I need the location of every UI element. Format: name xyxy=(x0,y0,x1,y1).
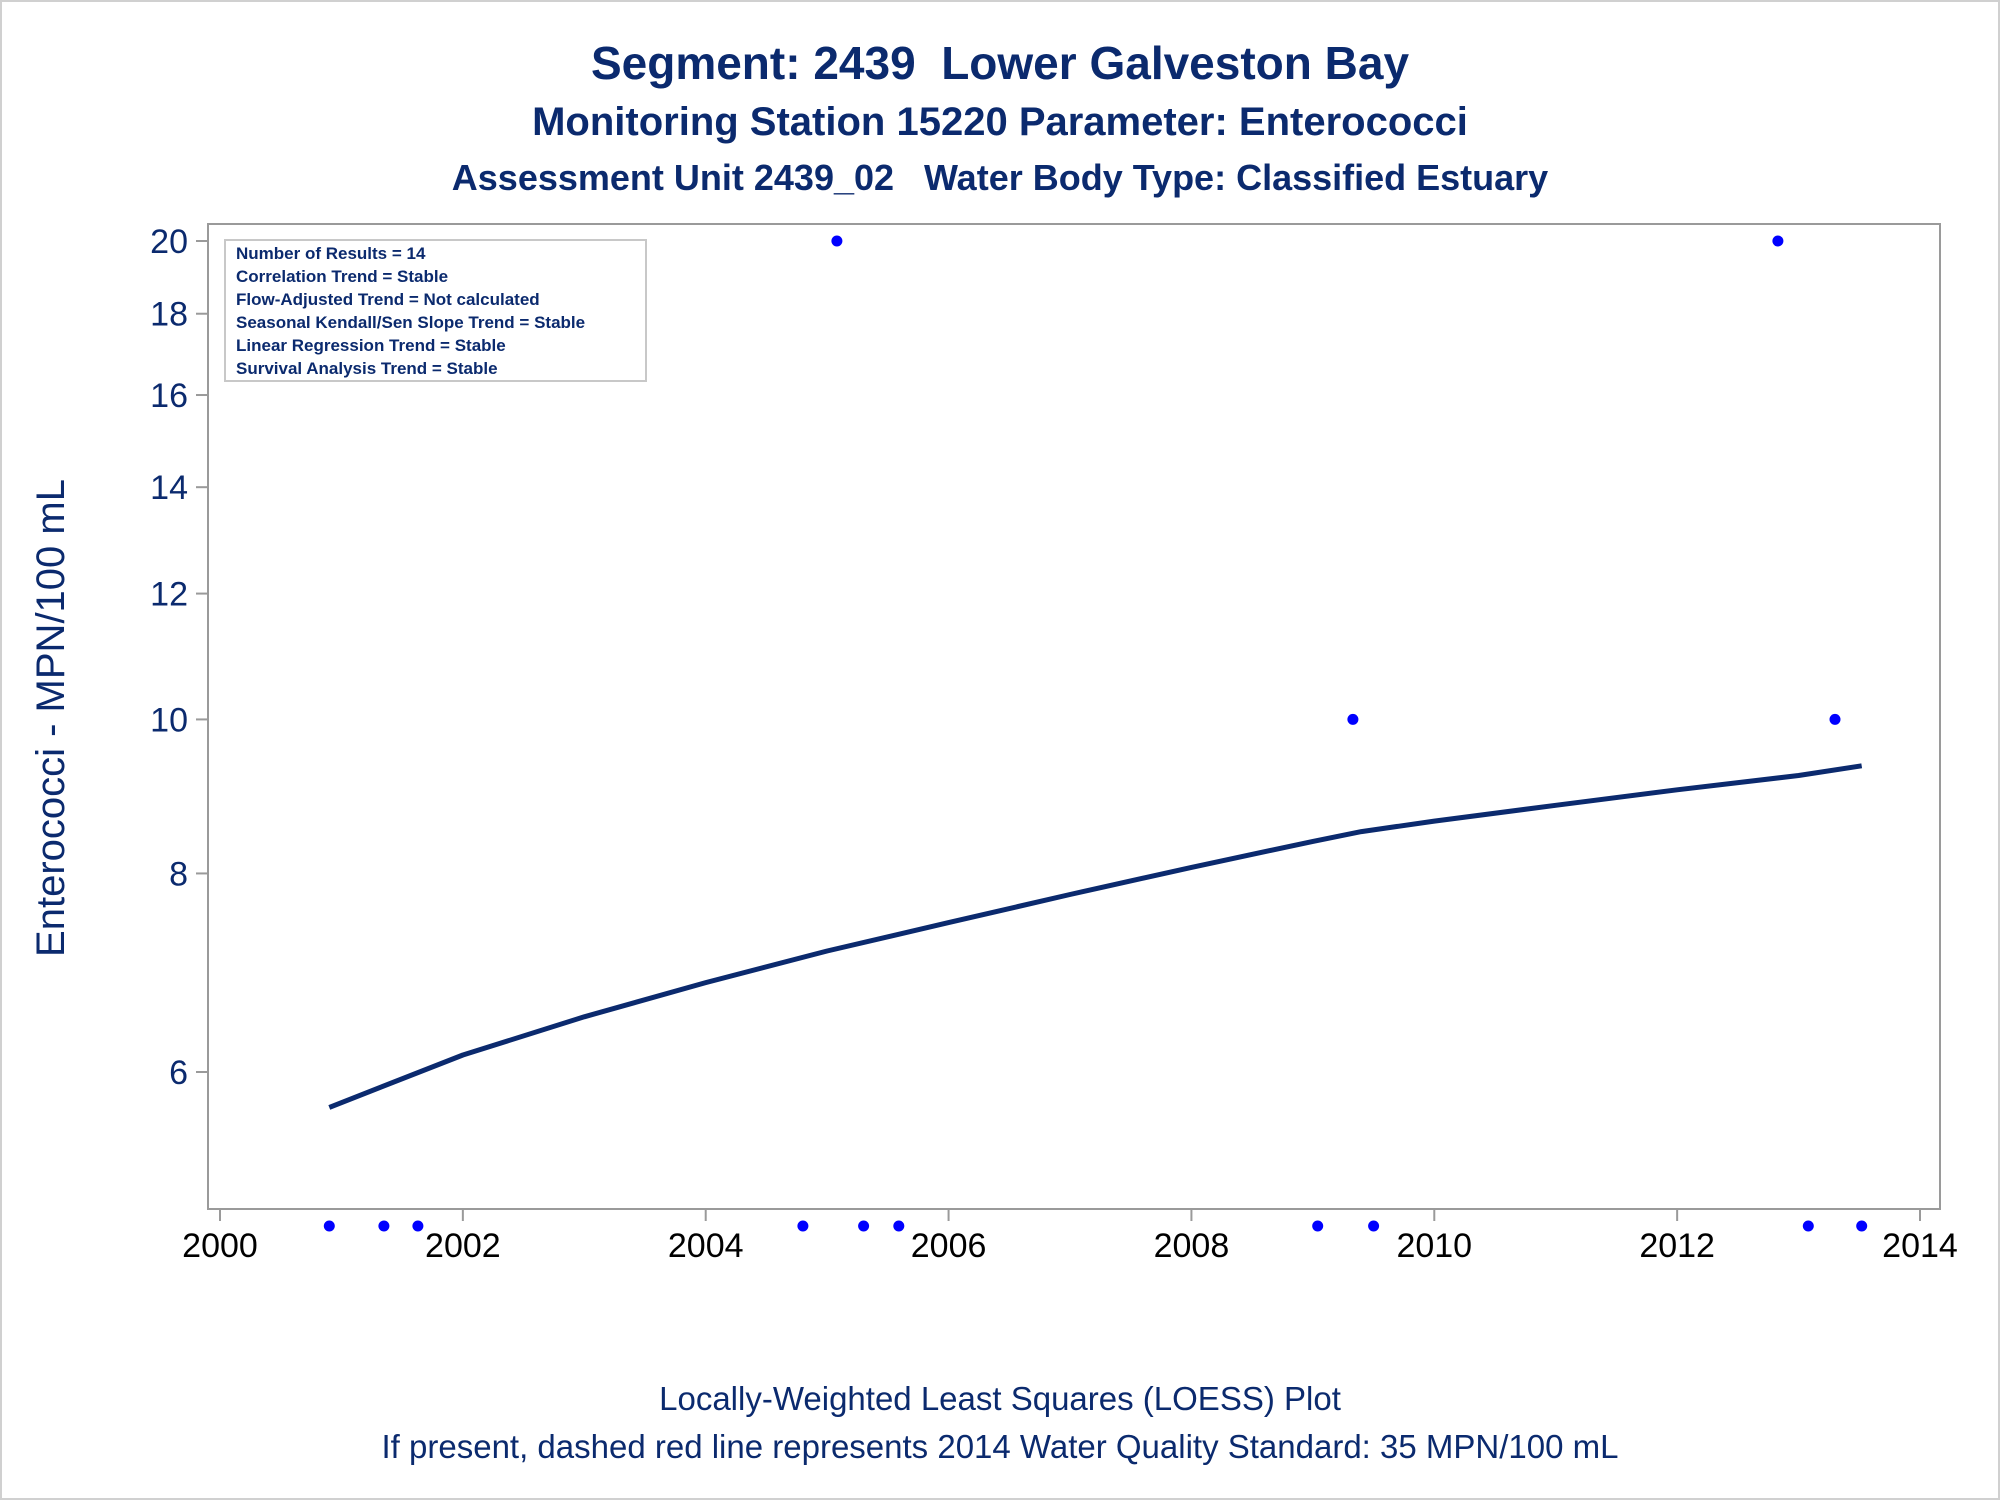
x-tick-label: 2006 xyxy=(911,1227,987,1265)
loess-curve xyxy=(328,763,1863,1110)
data-point xyxy=(323,1220,335,1232)
inset-line: Survival Analysis Trend = Stable xyxy=(236,359,498,378)
x-tick-label: 2010 xyxy=(1396,1227,1472,1265)
x-tick-label: 2014 xyxy=(1882,1227,1958,1265)
data-point xyxy=(858,1220,870,1232)
chart-subtitle-assessment: Assessment Unit 2439_02 Water Body Type:… xyxy=(451,157,1549,198)
x-tick-label: 2012 xyxy=(1639,1227,1715,1265)
data-point xyxy=(412,1220,424,1232)
x-tick-label: 2008 xyxy=(1154,1227,1230,1265)
y-tick-label: 14 xyxy=(150,469,188,507)
footnote-loess: Locally-Weighted Least Squares (LOESS) P… xyxy=(659,1380,1341,1417)
data-point xyxy=(1368,1220,1380,1232)
y-tick-label: 6 xyxy=(169,1054,188,1092)
chart-title: Segment: 2439 Lower Galveston Bay xyxy=(590,37,1410,89)
inset-line: Seasonal Kendall/Sen Slope Trend = Stabl… xyxy=(236,313,585,332)
trend-summary-box: Number of Results = 14 Correlation Trend… xyxy=(224,239,647,382)
data-point xyxy=(797,1220,809,1232)
inset-line: Flow-Adjusted Trend = Not calculated xyxy=(236,290,540,309)
y-axis-title: Enterococci - MPN/100 mL xyxy=(29,479,73,957)
inset-line: Correlation Trend = Stable xyxy=(236,267,448,286)
y-tick-label: 18 xyxy=(150,296,188,334)
y-tick-label: 10 xyxy=(150,701,188,739)
y-tick-label: 20 xyxy=(150,223,188,261)
data-point xyxy=(1802,1220,1814,1232)
data-point xyxy=(1347,713,1359,725)
chart-subtitle-station: Monitoring Station 15220 Parameter: Ente… xyxy=(532,100,1468,144)
y-tick-label: 12 xyxy=(150,576,188,614)
plot-area xyxy=(207,223,1941,1210)
y-tick-label: 8 xyxy=(169,855,188,893)
data-point xyxy=(1856,1220,1868,1232)
data-point xyxy=(831,235,843,247)
data-point xyxy=(1312,1220,1324,1232)
data-point xyxy=(1829,713,1841,725)
x-tick-label: 2002 xyxy=(425,1227,501,1265)
inset-line: Linear Regression Trend = Stable xyxy=(236,336,506,355)
data-point xyxy=(378,1220,390,1232)
data-point xyxy=(1772,235,1784,247)
x-tick-label: 2000 xyxy=(182,1227,258,1265)
inset-line: Number of Results = 14 xyxy=(236,244,426,263)
x-tick-label: 2004 xyxy=(668,1227,744,1265)
data-point xyxy=(893,1220,905,1232)
y-tick-label: 16 xyxy=(150,377,188,415)
footnote-standard: If present, dashed red line represents 2… xyxy=(381,1428,1619,1465)
